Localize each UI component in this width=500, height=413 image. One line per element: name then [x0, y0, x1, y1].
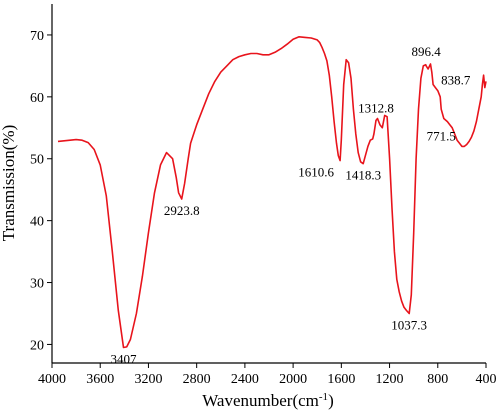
x-tick-label: 2800 [183, 372, 211, 387]
x-tick-label: 2000 [279, 372, 307, 387]
x-tick-label: 2400 [231, 372, 259, 387]
peak-annotations: 3407 2923.8 1610.6 1418.3 1312.8 1037.3 896.4 8… [110, 44, 470, 366]
x-tick-label: 4000 [38, 372, 66, 387]
peak-label: 2923.8 [164, 203, 200, 218]
x-axis-title-main: Wavenumber(cm [202, 391, 319, 410]
peak-label: 1037.3 [391, 317, 427, 332]
peak-label: 896.4 [412, 44, 442, 59]
x-ticks: 4000 3600 3200 2800 2400 2000 1600 1200 800 400 [38, 363, 497, 387]
x-tick-label: 1600 [327, 372, 355, 387]
x-axis-title-close: ) [328, 391, 334, 410]
peak-label: 3407 [110, 352, 137, 367]
x-tick-label: 3600 [86, 372, 114, 387]
peak-label: 1312.8 [358, 100, 394, 115]
y-tick-label: 50 [30, 153, 44, 168]
x-tick-label: 1200 [376, 372, 404, 387]
transmission-series-line [57, 36, 487, 349]
y-tick-label: 60 [30, 91, 44, 106]
x-tick-label: 800 [427, 372, 448, 387]
x-axis-title-superscript: -1 [319, 391, 328, 403]
x-tick-label: 3200 [134, 372, 162, 387]
y-ticks: 20 30 40 50 60 70 [30, 29, 52, 353]
y-tick-label: 20 [30, 338, 44, 353]
y-tick-label: 40 [30, 215, 44, 230]
y-tick-label: 30 [30, 277, 44, 292]
peak-label: 771.5 [427, 129, 456, 144]
y-tick-label: 70 [30, 29, 44, 44]
x-axis-title: Wavenumber(cm-1) [202, 391, 333, 410]
x-tick-label: 400 [476, 372, 497, 387]
peak-label: 1610.6 [298, 165, 334, 180]
peak-label: 1418.3 [345, 168, 381, 183]
peak-label: 838.7 [441, 73, 471, 88]
y-axis-title: Transmission(%) [0, 125, 18, 242]
